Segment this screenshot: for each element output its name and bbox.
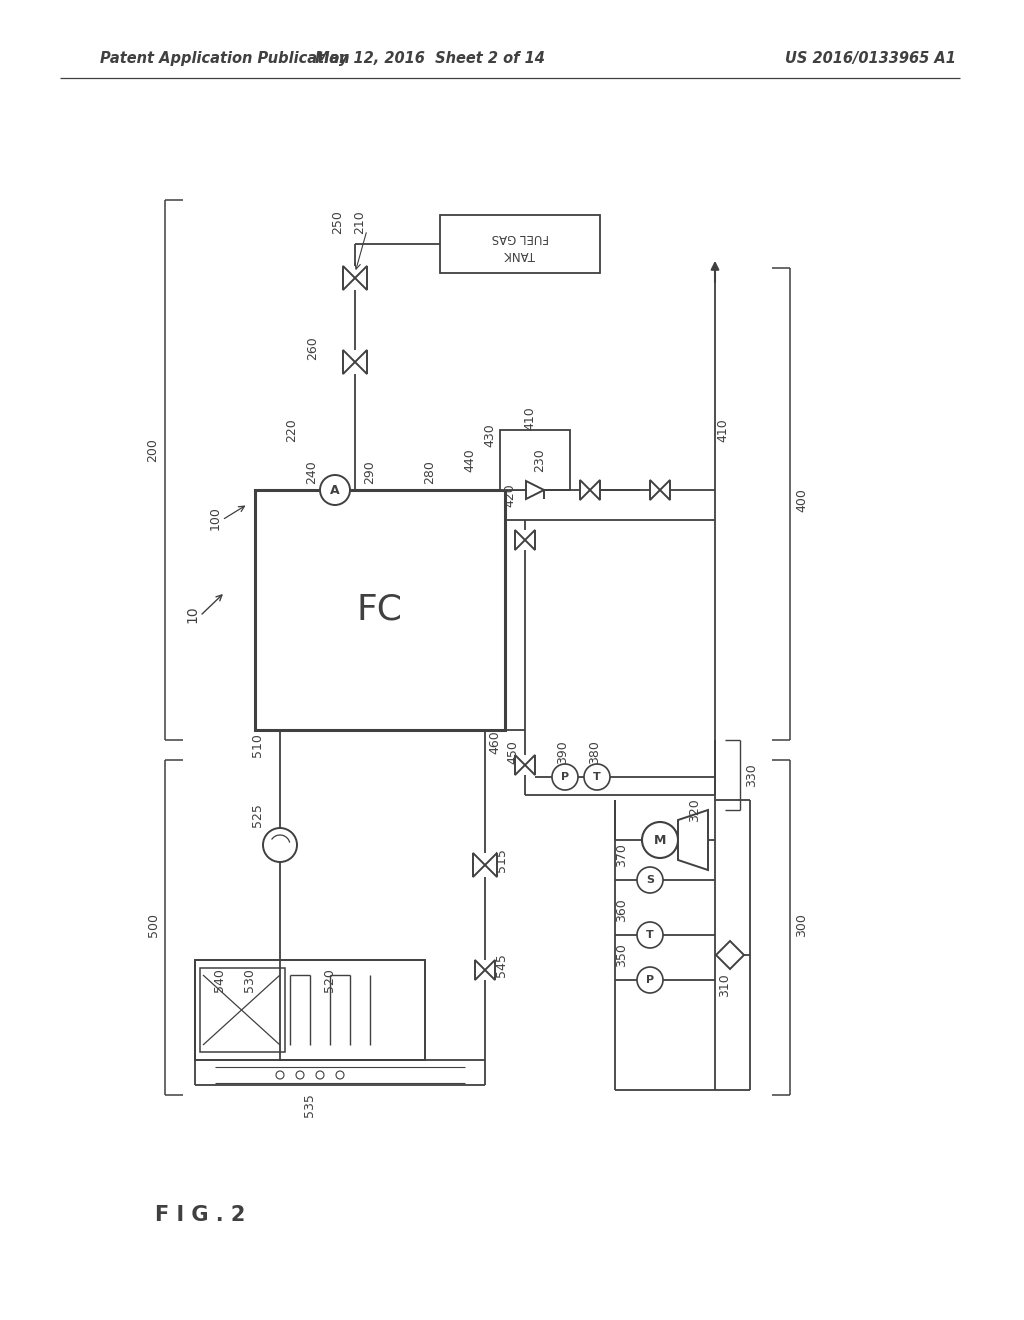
Polygon shape bbox=[515, 755, 525, 775]
Text: 520: 520 bbox=[324, 968, 337, 991]
Bar bbox=[195, 960, 425, 1060]
Polygon shape bbox=[650, 480, 660, 500]
Polygon shape bbox=[660, 480, 670, 500]
Text: P: P bbox=[646, 975, 654, 985]
Text: 430: 430 bbox=[483, 424, 497, 447]
Text: 460: 460 bbox=[488, 730, 502, 754]
Text: May 12, 2016  Sheet 2 of 14: May 12, 2016 Sheet 2 of 14 bbox=[315, 50, 545, 66]
Text: US 2016/0133965 A1: US 2016/0133965 A1 bbox=[784, 50, 955, 66]
Text: 210: 210 bbox=[353, 210, 367, 234]
Circle shape bbox=[637, 968, 663, 993]
Text: 230: 230 bbox=[534, 447, 547, 471]
Polygon shape bbox=[355, 350, 367, 374]
Text: 260: 260 bbox=[306, 337, 319, 360]
Polygon shape bbox=[343, 267, 355, 290]
Text: 370: 370 bbox=[615, 843, 629, 867]
Text: 515: 515 bbox=[495, 847, 508, 873]
Polygon shape bbox=[473, 853, 485, 876]
Circle shape bbox=[584, 764, 610, 789]
Text: F I G . 2: F I G . 2 bbox=[155, 1205, 246, 1225]
Text: 310: 310 bbox=[719, 973, 731, 997]
Text: 410: 410 bbox=[717, 418, 729, 442]
Polygon shape bbox=[485, 853, 497, 876]
Text: 280: 280 bbox=[424, 461, 436, 484]
Text: 330: 330 bbox=[745, 763, 759, 787]
Text: 350: 350 bbox=[615, 942, 629, 968]
Circle shape bbox=[316, 1071, 324, 1078]
Text: P: P bbox=[561, 772, 569, 781]
Text: 535: 535 bbox=[303, 1093, 316, 1117]
Text: 100: 100 bbox=[209, 506, 221, 529]
Polygon shape bbox=[343, 350, 355, 374]
Text: 500: 500 bbox=[146, 913, 160, 937]
Text: 300: 300 bbox=[796, 913, 809, 937]
Text: Patent Application Publication: Patent Application Publication bbox=[100, 50, 349, 66]
Polygon shape bbox=[485, 960, 495, 979]
Polygon shape bbox=[716, 941, 744, 969]
Text: TANK: TANK bbox=[505, 248, 536, 261]
Text: S: S bbox=[646, 875, 654, 884]
Text: 220: 220 bbox=[286, 418, 299, 442]
Text: 510: 510 bbox=[252, 733, 264, 756]
Text: 380: 380 bbox=[589, 741, 601, 764]
Text: 360: 360 bbox=[615, 898, 629, 921]
Text: 450: 450 bbox=[507, 741, 519, 764]
Text: T: T bbox=[646, 931, 654, 940]
Text: 410: 410 bbox=[523, 407, 537, 430]
Polygon shape bbox=[475, 960, 485, 979]
Bar bbox=[200, 968, 285, 1052]
Text: 525: 525 bbox=[252, 803, 264, 826]
Polygon shape bbox=[515, 531, 525, 550]
Text: 290: 290 bbox=[364, 461, 377, 484]
Text: 390: 390 bbox=[556, 741, 569, 764]
Text: A: A bbox=[330, 483, 340, 496]
Polygon shape bbox=[590, 480, 600, 500]
Text: 320: 320 bbox=[688, 799, 701, 822]
Circle shape bbox=[642, 822, 678, 858]
Polygon shape bbox=[355, 267, 367, 290]
Text: T: T bbox=[593, 772, 601, 781]
Text: FC: FC bbox=[357, 593, 403, 627]
Text: 400: 400 bbox=[796, 488, 809, 512]
Polygon shape bbox=[525, 531, 535, 550]
Text: 10: 10 bbox=[185, 605, 199, 623]
Circle shape bbox=[552, 764, 578, 789]
Polygon shape bbox=[580, 480, 590, 500]
Bar bbox=[255, 490, 505, 730]
Text: 545: 545 bbox=[495, 953, 508, 977]
Polygon shape bbox=[526, 480, 544, 499]
Bar bbox=[440, 215, 600, 273]
Polygon shape bbox=[678, 810, 708, 870]
Text: FUEL GAS: FUEL GAS bbox=[492, 231, 549, 243]
Text: M: M bbox=[653, 833, 667, 846]
Circle shape bbox=[637, 867, 663, 894]
Circle shape bbox=[336, 1071, 344, 1078]
Circle shape bbox=[319, 475, 350, 506]
Text: 420: 420 bbox=[504, 483, 516, 507]
Circle shape bbox=[296, 1071, 304, 1078]
Text: 240: 240 bbox=[305, 461, 318, 484]
Text: 250: 250 bbox=[332, 210, 344, 234]
Text: 540: 540 bbox=[213, 968, 226, 991]
Text: 200: 200 bbox=[146, 438, 160, 462]
Text: 440: 440 bbox=[464, 447, 476, 471]
Circle shape bbox=[263, 828, 297, 862]
Text: 530: 530 bbox=[244, 968, 256, 991]
Circle shape bbox=[276, 1071, 284, 1078]
Circle shape bbox=[637, 921, 663, 948]
Bar bbox=[500, 430, 570, 490]
Polygon shape bbox=[525, 755, 535, 775]
